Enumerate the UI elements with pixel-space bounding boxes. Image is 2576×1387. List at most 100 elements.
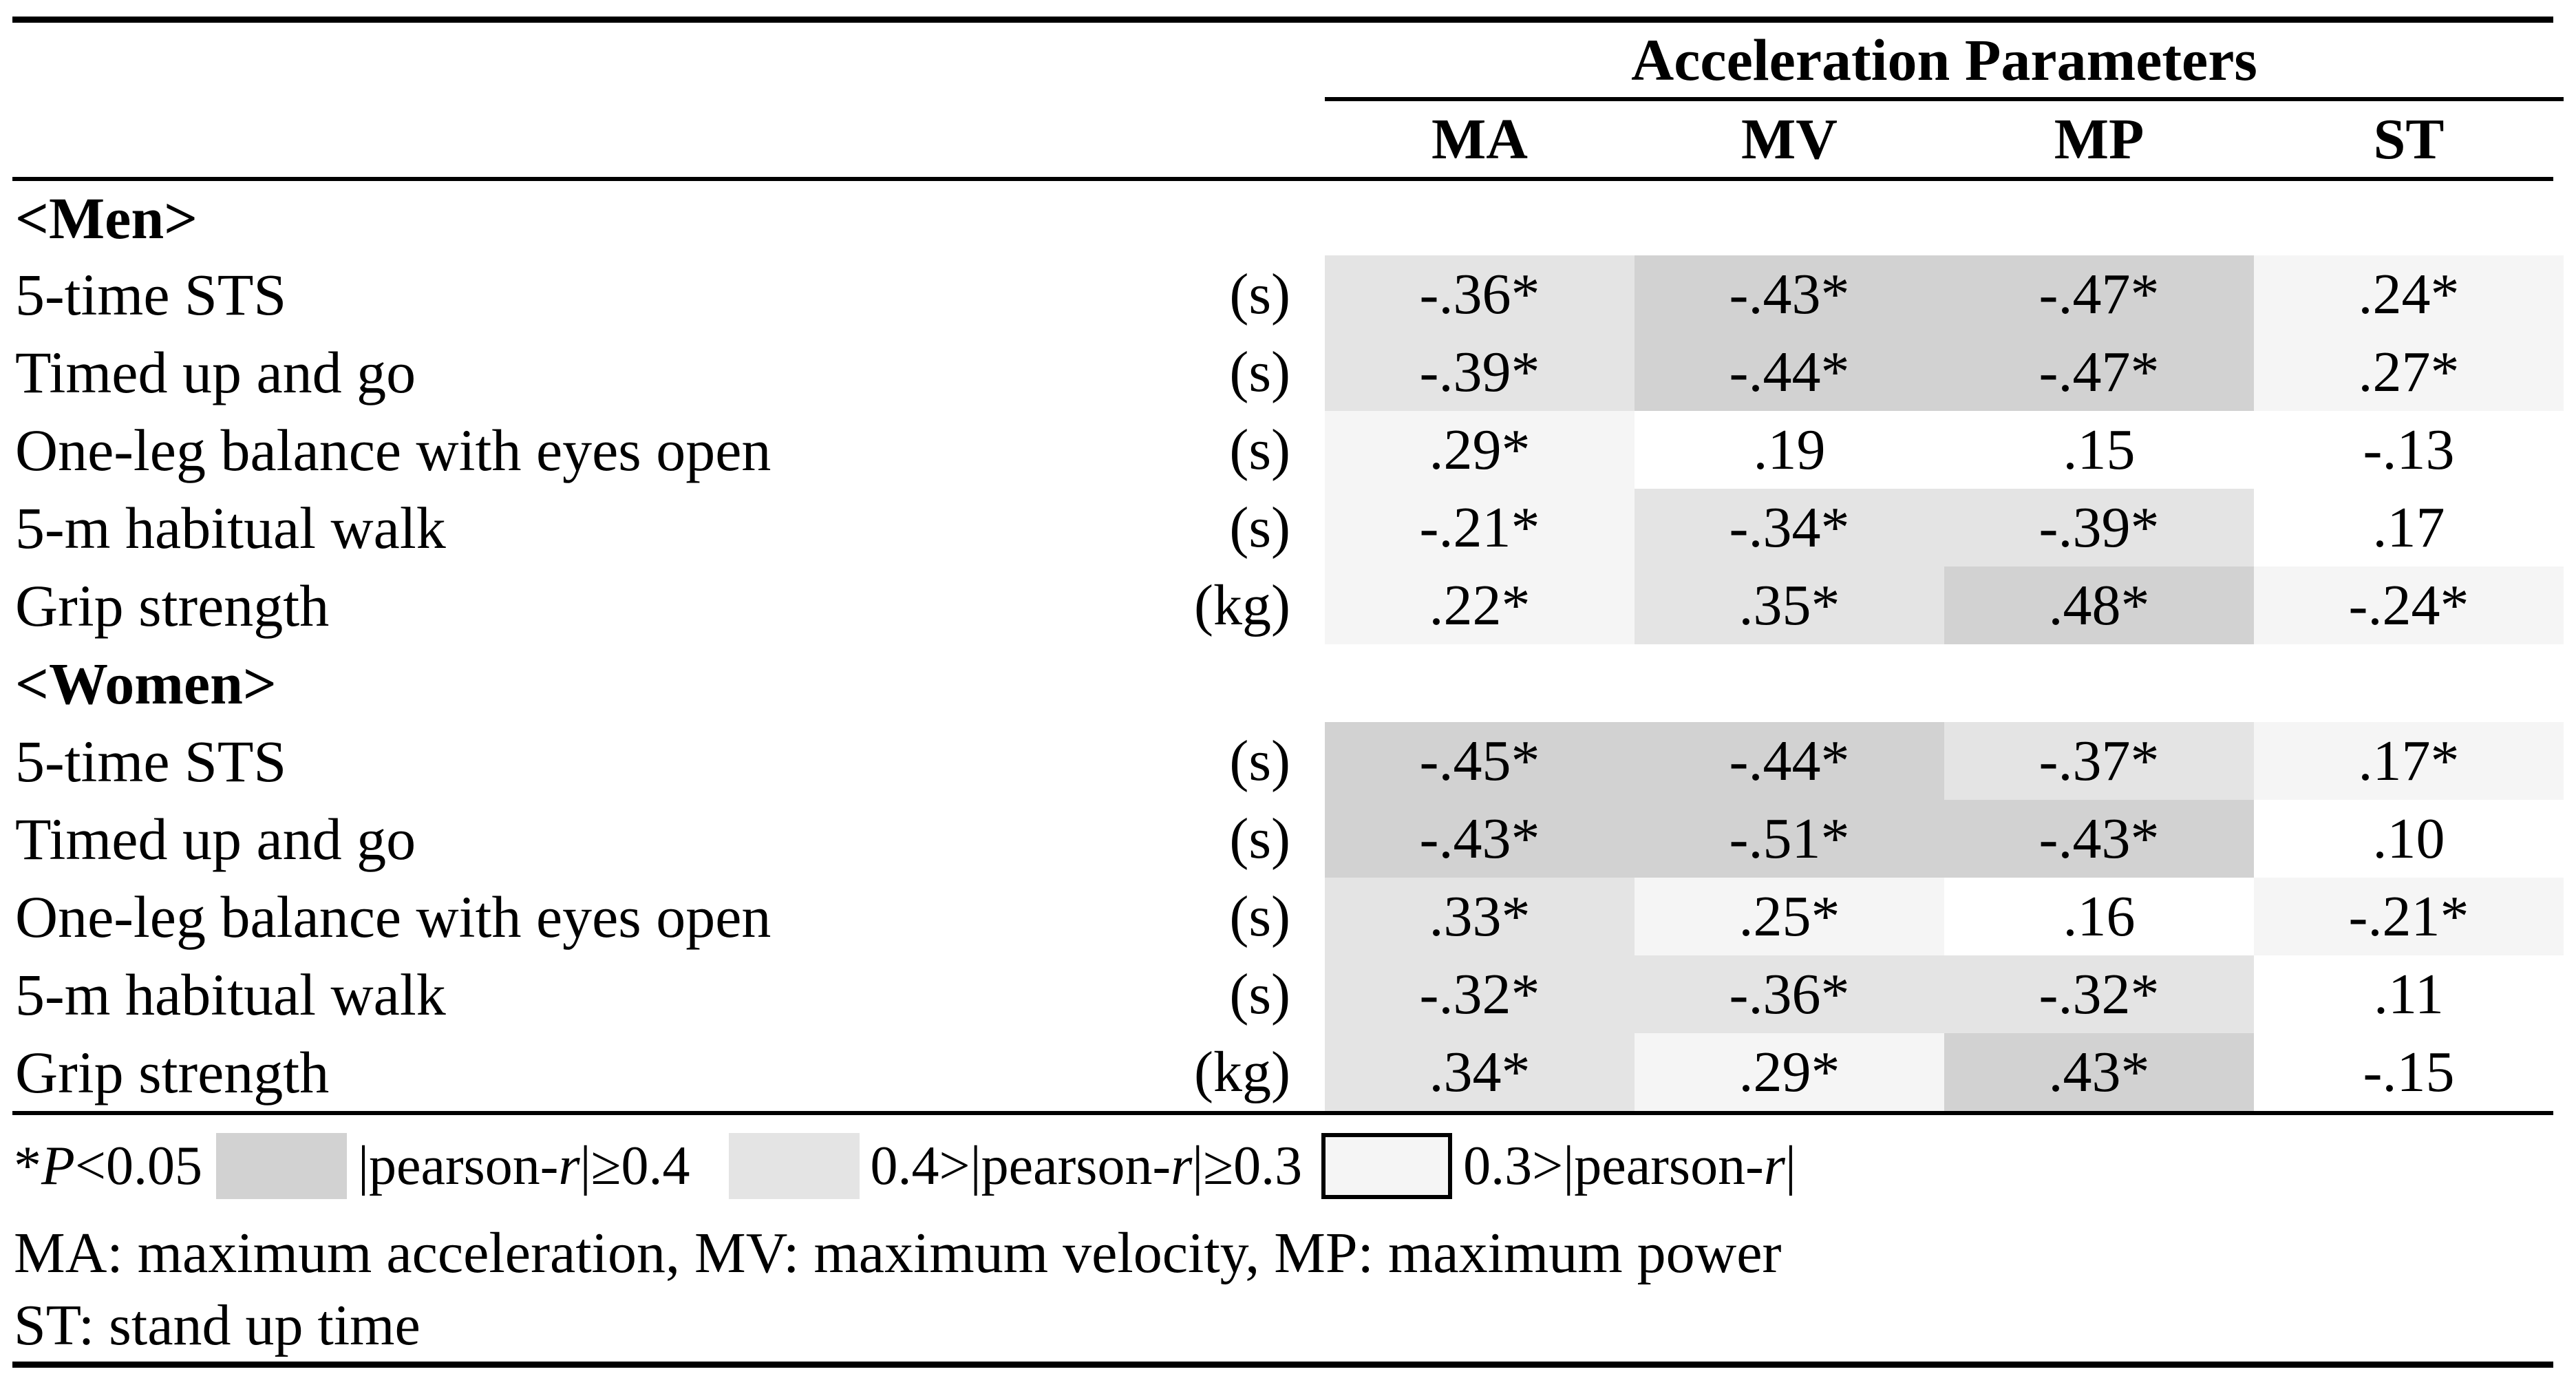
column-header-ma: MA [1431, 107, 1528, 171]
row-unit: (kg) [1194, 573, 1290, 637]
legend-label-light: 0.4>|pearson-r|≥0.3 [871, 1135, 1303, 1198]
row-label: 5-m habitual walk [15, 494, 446, 561]
legend-label-dark: |pearson-r|≥0.4 [358, 1135, 690, 1198]
row-label: 5-time STS [15, 261, 287, 328]
footnote-st: ST: stand up time [14, 1293, 421, 1357]
legend-swatch-light [728, 1133, 860, 1199]
table-row: 5-m habitual walk (s) -.32* -.36* -.32* … [0, 955, 2576, 1033]
row-unit: (kg) [1194, 1040, 1290, 1104]
value-cell: .29* [1325, 411, 1635, 489]
value-cell: -.32* [1325, 955, 1635, 1033]
row-unit: (s) [1229, 962, 1290, 1026]
row-label: One-leg balance with eyes open [15, 883, 771, 950]
value-cell: .19 [1635, 411, 1944, 489]
value-cell: -.32* [1944, 955, 2254, 1033]
value-cell: .10 [2254, 800, 2564, 878]
value-cell: -.34* [1635, 489, 1944, 567]
row-unit: (s) [1229, 496, 1290, 560]
legend-text-r: r [558, 1135, 580, 1196]
row-unit: (s) [1229, 807, 1290, 871]
table-row: 5-time STS (s) -.36* -.43* -.47* .24* [0, 255, 2576, 333]
table-row: One-leg balance with eyes open (s) .33* … [0, 878, 2576, 955]
value-cell: .11 [2254, 955, 2564, 1033]
value-cell: .27* [2254, 333, 2564, 411]
legend-significance-note: *P<0.05 [14, 1135, 202, 1198]
value-cell: .48* [1944, 567, 2254, 644]
value-cell: .17 [2254, 489, 2564, 567]
value-cell: -.43* [1325, 800, 1635, 878]
row-unit: (s) [1229, 418, 1290, 482]
row-unit: (s) [1229, 340, 1290, 404]
row-label: Grip strength [15, 1039, 330, 1105]
value-cell: -.39* [1944, 489, 2254, 567]
value-cell: -.44* [1635, 333, 1944, 411]
value-cell: .33* [1325, 878, 1635, 955]
value-cell: -.43* [1635, 255, 1944, 333]
row-label: 5-m habitual walk [15, 961, 446, 1028]
value-cell: -.44* [1635, 722, 1944, 800]
title-spacer [12, 23, 1325, 101]
value-cell: -.36* [1325, 255, 1635, 333]
row-label: Timed up and go [15, 339, 416, 405]
row-unit: (s) [1229, 262, 1290, 326]
column-header-mp: MP [2054, 107, 2144, 171]
legend-text-post: |≥0.3 [1192, 1135, 1303, 1196]
value-cell: -.47* [1944, 333, 2254, 411]
spanner-title-row: Acceleration Parameters [0, 23, 2576, 101]
value-cell: -.15 [2254, 1033, 2564, 1111]
table-row: Timed up and go (s) -.39* -.44* -.47* .2… [0, 333, 2576, 411]
significance-star: * [14, 1135, 41, 1196]
legend-label-faint: 0.3>|pearson-r| [1463, 1135, 1796, 1198]
row-unit: (s) [1229, 729, 1290, 793]
value-cell: .24* [2254, 255, 2564, 333]
value-cell: .29* [1635, 1033, 1944, 1111]
row-label: 5-time STS [15, 728, 287, 794]
value-cell: -.21* [2254, 878, 2564, 955]
value-cell: .35* [1635, 567, 1944, 644]
value-cell: .15 [1944, 411, 2254, 489]
footnote-abbreviations: MA: maximum acceleration, MV: maximum ve… [14, 1220, 1782, 1285]
value-cell: -.36* [1635, 955, 1944, 1033]
value-cell: -.45* [1325, 722, 1635, 800]
value-cell: .16 [1944, 878, 2254, 955]
value-cell: -.21* [1325, 489, 1635, 567]
value-cell: .25* [1635, 878, 1944, 955]
significance-p: P [41, 1135, 75, 1196]
value-cell: .22* [1325, 567, 1635, 644]
value-cell: .43* [1944, 1033, 2254, 1111]
value-cell: -.37* [1944, 722, 2254, 800]
table-top-rule [12, 17, 2553, 23]
table-row: 5-m habitual walk (s) -.21* -.34* -.39* … [0, 489, 2576, 567]
row-unit: (s) [1229, 885, 1290, 949]
legend-text-pre: |pearson- [358, 1135, 559, 1196]
legend-text-post: |≥0.4 [579, 1135, 690, 1196]
value-cell: -.24* [2254, 567, 2564, 644]
legend-swatch-bordered [1321, 1133, 1453, 1199]
table-row: 5-time STS (s) -.45* -.44* -.37* .17* [0, 722, 2576, 800]
column-header-st: ST [2373, 107, 2445, 171]
value-cell: -.39* [1325, 333, 1635, 411]
column-header-mv: MV [1741, 107, 1838, 171]
spanner-title: Acceleration Parameters [1325, 23, 2564, 101]
column-header-row: MA MV MP ST [0, 101, 2576, 177]
section-header-men: <Men> [15, 185, 198, 251]
value-cell: -.13 [2254, 411, 2564, 489]
row-label: Timed up and go [15, 805, 416, 872]
legend-text-r: r [1171, 1135, 1193, 1196]
value-cell: .34* [1325, 1033, 1635, 1111]
value-cell: -.51* [1635, 800, 1944, 878]
section-header-row-men: <Men> [0, 181, 2576, 255]
section-header-women: <Women> [15, 650, 277, 717]
table-row: One-leg balance with eyes open (s) .29* … [0, 411, 2576, 489]
table-row: Grip strength (kg) .22* .35* .48* -.24* [0, 567, 2576, 644]
legend-text-post: | [1785, 1135, 1796, 1196]
value-cell: -.47* [1944, 255, 2254, 333]
significance-threshold: <0.05 [74, 1135, 202, 1196]
legend-swatch-dark [216, 1133, 347, 1199]
legend-text-r: r [1763, 1135, 1785, 1196]
row-label: One-leg balance with eyes open [15, 416, 771, 483]
row-label: Grip strength [15, 572, 330, 639]
legend-text-pre: 0.4>|pearson- [870, 1135, 1171, 1196]
table-row: Timed up and go (s) -.43* -.51* -.43* .1… [0, 800, 2576, 878]
